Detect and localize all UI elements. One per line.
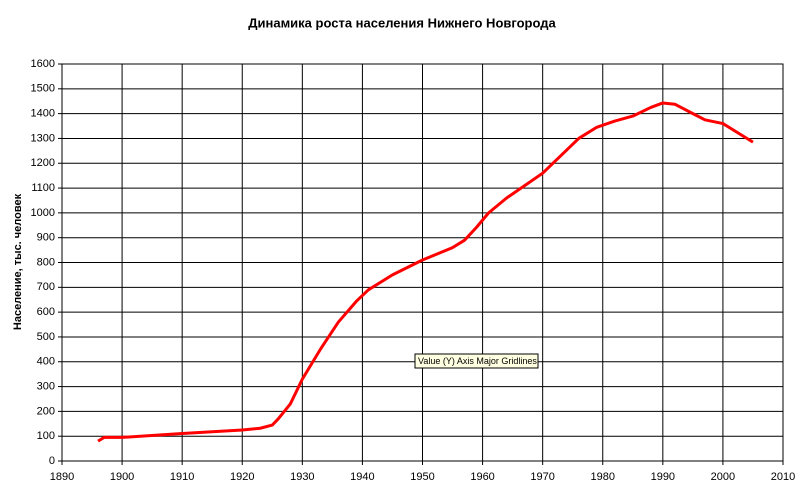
y-tick-label: 300 [37, 380, 55, 392]
y-tick-label: 1100 [31, 182, 55, 194]
x-tick-label: 1910 [170, 471, 194, 483]
x-tick-label: 1990 [651, 471, 675, 483]
y-tick-label: 1000 [31, 207, 55, 219]
tooltip: Value (Y) Axis Major Gridlines [418, 356, 537, 366]
y-tick-label: 400 [37, 356, 55, 368]
y-tick-label: 1600 [31, 58, 55, 70]
y-tick-label: 0 [49, 455, 55, 467]
y-tick-label: 600 [37, 306, 55, 318]
y-tick-label: 1200 [31, 157, 55, 169]
y-tick-label: 1500 [31, 83, 55, 95]
tooltip-box [414, 353, 539, 369]
x-tick-label: 1890 [50, 471, 74, 483]
x-tick-label: 1980 [591, 471, 615, 483]
y-tick-label: 900 [37, 232, 55, 244]
x-tick-label: 2000 [711, 471, 735, 483]
data-line [97, 101, 754, 443]
x-tick-label: 1930 [290, 471, 314, 483]
x-tick-label: 1960 [470, 471, 494, 483]
x-tick-label: 2010 [771, 471, 795, 483]
chart-title: Динамика роста населения Нижнего Новгоро… [248, 15, 556, 30]
y-tick-label: 100 [37, 430, 55, 442]
x-tick-label: 1920 [230, 471, 254, 483]
y-tick-label: 200 [37, 405, 55, 417]
x-tick-label: 1940 [350, 471, 374, 483]
x-tick-label: 1970 [530, 471, 554, 483]
y-tick-label: 1300 [31, 132, 55, 144]
x-tick-label: 1950 [410, 471, 434, 483]
x-tick-label: 1900 [110, 471, 134, 483]
y-tick-label: 700 [37, 281, 55, 293]
y-tick-label: 1400 [31, 108, 55, 120]
y-axis-label: Население, тыс. человек [12, 193, 24, 330]
y-tick-label: 800 [37, 256, 55, 268]
y-tick-label: 500 [37, 331, 55, 343]
